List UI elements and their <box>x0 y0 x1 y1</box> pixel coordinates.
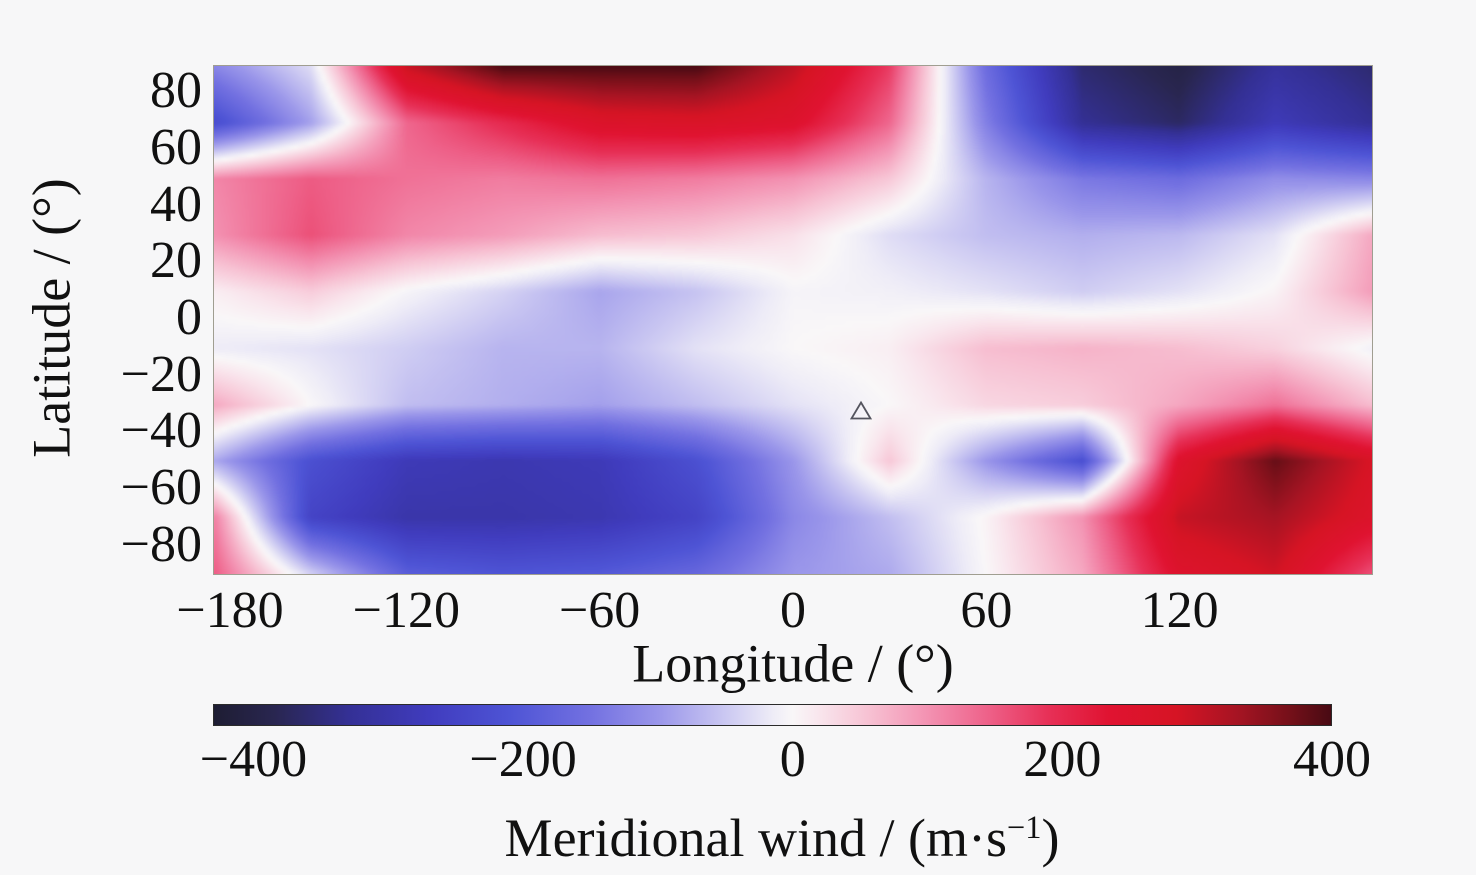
plot-area <box>213 65 1373 575</box>
colorbar-tick-label: 0 <box>779 731 806 788</box>
y-tick-label: 60 <box>150 119 202 176</box>
y-tick-label: −60 <box>120 459 202 516</box>
y-tick-label: 80 <box>150 62 202 120</box>
x-axis-label: Longitude / (°) <box>632 633 954 694</box>
colorbar-label-superscript: −1 <box>1006 810 1042 847</box>
y-tick-label: 40 <box>150 175 202 233</box>
x-tick-label: 120 <box>1140 582 1219 639</box>
colorbar-label-post: ) <box>1041 808 1060 868</box>
triangle-marker-icon <box>849 400 872 420</box>
colorbar-tick-label: −400 <box>199 731 308 788</box>
colorbar-tick-label: 200 <box>1023 731 1102 788</box>
x-tick-label: −60 <box>558 582 641 639</box>
y-tick-label: −40 <box>120 402 202 460</box>
colorbar-label-pre: Meridional wind / (m·s <box>504 808 1007 868</box>
colorbar-label: Meridional wind / (m·s−1) <box>505 807 1060 869</box>
heatmap-canvas <box>214 66 1372 574</box>
y-tick-label: 0 <box>176 289 202 346</box>
x-tick-label: 0 <box>780 582 806 639</box>
y-tick-label: −20 <box>120 345 202 403</box>
colorbar-tick-label: 400 <box>1293 731 1371 788</box>
y-tick-label: −80 <box>120 515 202 573</box>
colorbar-gradient <box>213 704 1332 726</box>
x-tick-label: −180 <box>176 582 284 639</box>
x-tick-label: −120 <box>352 582 460 639</box>
x-tick-label: 60 <box>960 582 1013 639</box>
y-tick-label: 20 <box>150 232 202 290</box>
colorbar-tick-label: −200 <box>469 731 577 788</box>
